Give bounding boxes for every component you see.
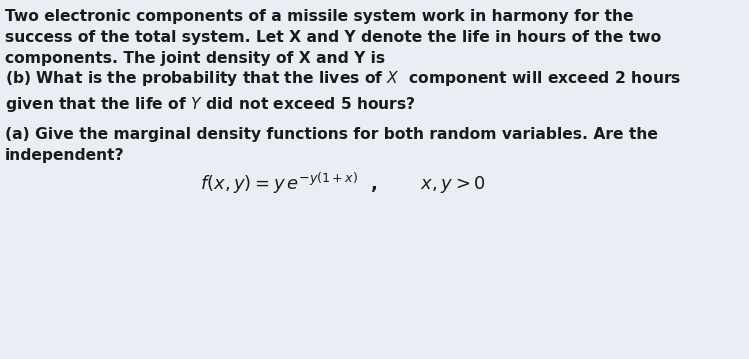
Text: (b) What is the probability that the lives of $X$  component will exceed 2 hours: (b) What is the probability that the liv… <box>5 69 682 114</box>
Text: (a) Give the marginal density functions for both random variables. Are the
indep: (a) Give the marginal density functions … <box>5 127 658 163</box>
Text: $f(x, y) = y\,e^{-y(1+x)}$  ,       $x, y > 0$: $f(x, y) = y\,e^{-y(1+x)}$ , $x, y > 0$ <box>200 171 485 196</box>
Text: Two electronic components of a missile system work in harmony for the
success of: Two electronic components of a missile s… <box>5 9 661 66</box>
